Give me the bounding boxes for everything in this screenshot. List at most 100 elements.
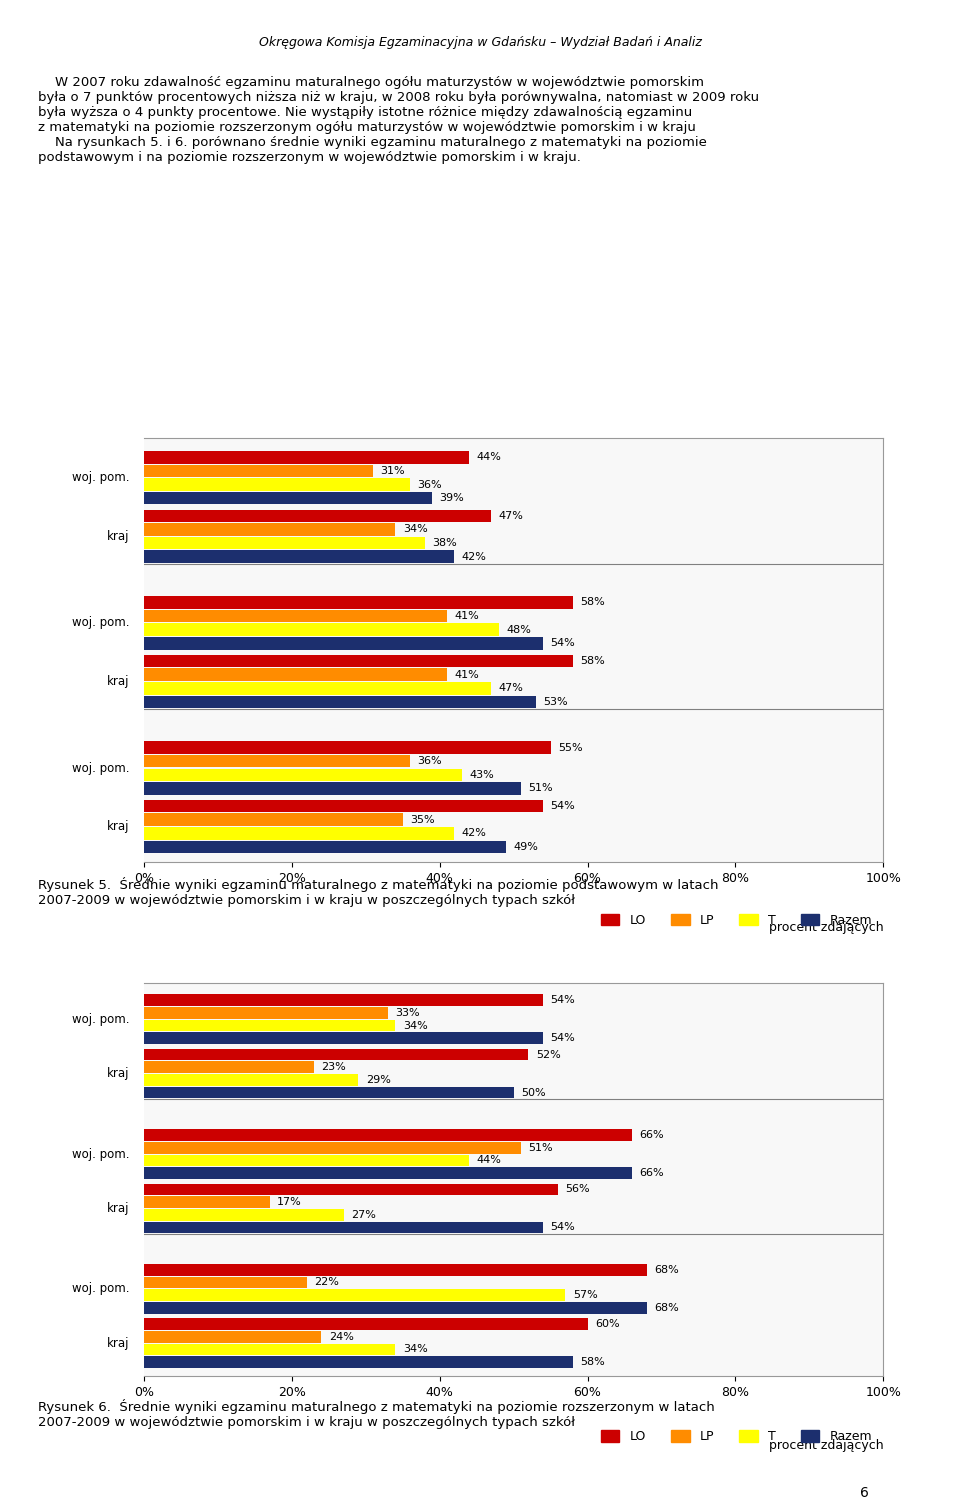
Text: 41%: 41% bbox=[454, 611, 479, 621]
Text: 47%: 47% bbox=[499, 511, 524, 520]
Text: 54%: 54% bbox=[550, 638, 575, 649]
Text: woj. pom.: woj. pom. bbox=[72, 1148, 130, 1161]
Bar bbox=[144, 609, 447, 623]
Bar bbox=[144, 1074, 358, 1086]
Text: 27%: 27% bbox=[351, 1210, 376, 1220]
Bar bbox=[144, 800, 543, 812]
Bar bbox=[144, 1033, 543, 1045]
Text: kraj: kraj bbox=[107, 1202, 130, 1216]
Text: 34%: 34% bbox=[403, 525, 427, 534]
Text: 24%: 24% bbox=[328, 1332, 353, 1341]
Bar bbox=[144, 537, 425, 549]
Text: 58%: 58% bbox=[580, 1358, 605, 1367]
Text: 50%: 50% bbox=[521, 1087, 545, 1098]
Bar bbox=[144, 1019, 396, 1031]
Bar bbox=[144, 1356, 573, 1368]
Bar bbox=[144, 478, 410, 491]
Text: woj. pom.: woj. pom. bbox=[72, 1282, 130, 1296]
Bar bbox=[144, 1276, 306, 1288]
Bar bbox=[144, 451, 469, 464]
Bar bbox=[144, 827, 454, 839]
Text: 58%: 58% bbox=[580, 597, 605, 608]
Text: kraj: kraj bbox=[107, 1337, 130, 1350]
Text: 57%: 57% bbox=[573, 1290, 597, 1300]
Text: 36%: 36% bbox=[418, 479, 443, 490]
Text: kraj: kraj bbox=[107, 674, 130, 688]
Text: 54%: 54% bbox=[550, 995, 575, 1005]
Text: 47%: 47% bbox=[499, 683, 524, 692]
Bar bbox=[144, 523, 396, 535]
Bar bbox=[144, 1184, 558, 1194]
Text: 44%: 44% bbox=[477, 452, 501, 463]
Text: 42%: 42% bbox=[462, 552, 487, 562]
Text: 29%: 29% bbox=[366, 1075, 391, 1086]
Text: 66%: 66% bbox=[639, 1129, 664, 1140]
Text: 51%: 51% bbox=[528, 783, 553, 794]
Text: 42%: 42% bbox=[462, 829, 487, 838]
Bar bbox=[144, 596, 573, 609]
Bar bbox=[144, 1222, 543, 1234]
Text: Rysunek 6.  Średnie wyniki egzaminu maturalnego z matematyki na poziomie rozszer: Rysunek 6. Średnie wyniki egzaminu matur… bbox=[38, 1399, 715, 1429]
Text: 51%: 51% bbox=[528, 1143, 553, 1152]
Text: 56%: 56% bbox=[565, 1184, 590, 1194]
Text: kraj: kraj bbox=[107, 529, 130, 543]
Text: 6: 6 bbox=[859, 1486, 869, 1500]
Bar bbox=[144, 754, 410, 768]
Text: 68%: 68% bbox=[654, 1266, 679, 1275]
Bar bbox=[144, 682, 492, 694]
Text: woj. pom.: woj. pom. bbox=[72, 472, 130, 484]
Bar bbox=[144, 995, 543, 1005]
Text: 52%: 52% bbox=[536, 1049, 561, 1060]
Text: 31%: 31% bbox=[380, 466, 405, 476]
Text: 23%: 23% bbox=[322, 1063, 347, 1072]
Text: procent zdających: procent zdających bbox=[769, 1439, 883, 1452]
Text: 53%: 53% bbox=[543, 697, 567, 708]
Text: 49%: 49% bbox=[514, 842, 539, 851]
Text: W 2007 roku zdawalność egzaminu maturalnego ogółu maturzystów w województwie pom: W 2007 roku zdawalność egzaminu maturaln… bbox=[38, 76, 759, 163]
Bar bbox=[144, 550, 454, 562]
Bar bbox=[144, 510, 492, 522]
Bar bbox=[144, 1318, 588, 1331]
Text: 54%: 54% bbox=[550, 1222, 575, 1232]
Bar bbox=[144, 1155, 469, 1166]
Text: woj. pom.: woj. pom. bbox=[72, 762, 130, 774]
Bar bbox=[144, 1061, 314, 1074]
Text: 60%: 60% bbox=[595, 1318, 619, 1329]
Text: 39%: 39% bbox=[440, 493, 465, 503]
Text: 68%: 68% bbox=[654, 1303, 679, 1312]
Text: Rysunek 5.  Średnie wyniki egzaminu maturalnego z matematyki na poziomie podstaw: Rysunek 5. Średnie wyniki egzaminu matur… bbox=[38, 877, 719, 907]
Bar bbox=[144, 491, 432, 505]
Legend: LO, LP, T, Razem: LO, LP, T, Razem bbox=[596, 909, 876, 931]
Bar bbox=[144, 741, 550, 754]
Text: 34%: 34% bbox=[403, 1021, 427, 1031]
Bar bbox=[144, 768, 462, 782]
Text: 35%: 35% bbox=[410, 815, 435, 824]
Text: Okręgowa Komisja Egzaminacyjna w Gdańsku – Wydział Badań i Analiz: Okręgowa Komisja Egzaminacyjna w Gdańsku… bbox=[258, 36, 702, 48]
Text: procent zdających: procent zdających bbox=[769, 921, 883, 934]
Text: 36%: 36% bbox=[418, 756, 443, 767]
Text: 17%: 17% bbox=[277, 1198, 301, 1207]
Text: 48%: 48% bbox=[506, 624, 531, 635]
Bar bbox=[144, 464, 373, 478]
Bar bbox=[144, 1129, 632, 1142]
Bar bbox=[144, 1049, 528, 1060]
Bar bbox=[144, 813, 403, 826]
Text: 34%: 34% bbox=[403, 1344, 427, 1355]
Text: 55%: 55% bbox=[558, 742, 583, 753]
Text: 66%: 66% bbox=[639, 1169, 664, 1178]
Text: 43%: 43% bbox=[469, 770, 494, 780]
Bar bbox=[144, 1167, 632, 1179]
Bar bbox=[144, 668, 447, 680]
Text: kraj: kraj bbox=[107, 1067, 130, 1080]
Bar bbox=[144, 1007, 388, 1019]
Bar bbox=[144, 841, 506, 853]
Bar bbox=[144, 1264, 647, 1276]
Text: woj. pom.: woj. pom. bbox=[72, 617, 130, 629]
Text: 33%: 33% bbox=[396, 1009, 420, 1018]
Bar bbox=[144, 1142, 521, 1154]
Legend: LO, LP, T, Razem: LO, LP, T, Razem bbox=[596, 1426, 876, 1448]
Bar bbox=[144, 1331, 322, 1343]
Bar bbox=[144, 782, 521, 795]
Bar bbox=[144, 637, 543, 650]
Text: 38%: 38% bbox=[432, 538, 457, 549]
